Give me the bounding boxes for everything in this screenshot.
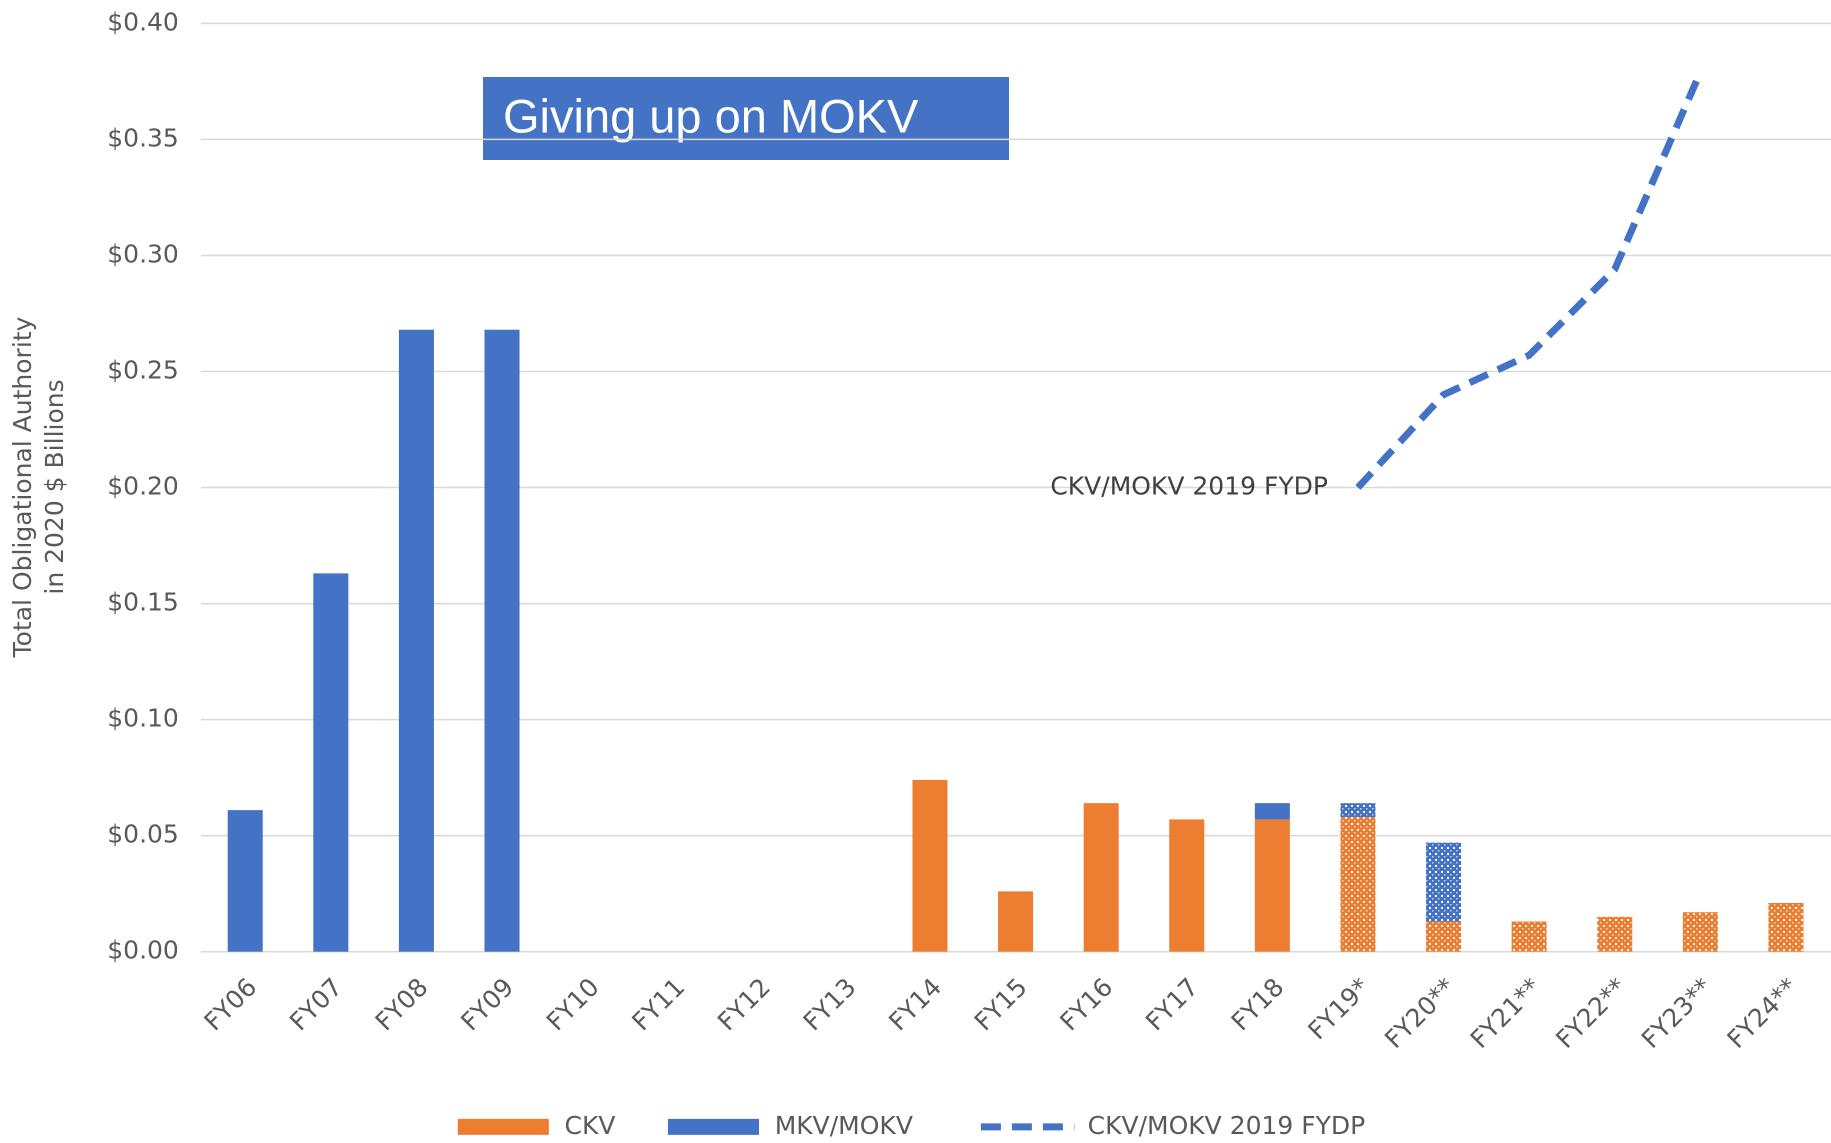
bar	[1254, 819, 1290, 952]
title-box	[483, 77, 1009, 160]
x-tick-label: FY06	[198, 972, 262, 1036]
x-tick-label: FY19*	[1302, 972, 1375, 1045]
y-tick-label: $0.05	[107, 820, 179, 849]
bar	[1682, 912, 1718, 952]
bar	[1426, 842, 1462, 922]
x-tick-label: FY13	[798, 972, 862, 1036]
bar	[1511, 921, 1547, 952]
x-tick-label: FY17	[1140, 972, 1204, 1036]
bar	[227, 810, 263, 952]
y-tick-label: $0.10	[107, 704, 179, 733]
y-axis-label: in 2020 $ Billions	[40, 379, 69, 594]
bar	[484, 329, 520, 952]
bar	[912, 779, 948, 952]
bar	[1340, 803, 1376, 818]
bar	[313, 573, 349, 952]
legend-label: CKV	[565, 1111, 616, 1140]
x-tick-label: FY09	[455, 972, 519, 1036]
bar	[1597, 916, 1633, 952]
x-tick-label: FY08	[370, 972, 434, 1036]
bar	[998, 891, 1034, 952]
x-tick-label: FY21**	[1465, 972, 1547, 1054]
x-tick-label: FY07	[284, 972, 348, 1036]
x-tick-label: FY14	[883, 972, 947, 1036]
bar	[398, 329, 434, 952]
x-tick-label: FY11	[626, 972, 690, 1036]
x-tick-label: FY18	[1226, 972, 1290, 1036]
y-tick-label: $0.00	[107, 936, 179, 965]
y-tick-label: $0.25	[107, 355, 179, 384]
legend-swatch	[667, 1118, 760, 1135]
x-tick-label: FY12	[712, 972, 776, 1036]
legend-label: CKV/MOKV 2019 FYDP	[1088, 1111, 1366, 1140]
bar	[1169, 819, 1205, 952]
x-tick-label: FY20**	[1379, 972, 1461, 1054]
bar	[1426, 921, 1462, 952]
bar	[1768, 902, 1804, 952]
x-tick-label: FY15	[969, 972, 1033, 1036]
x-tick-label: FY22**	[1550, 972, 1632, 1054]
annotation: CKV/MOKV 2019 FYDP	[1050, 472, 1328, 501]
y-tick-label: $0.40	[107, 7, 179, 36]
legend-swatch	[457, 1118, 549, 1135]
x-tick-label: FY10	[541, 972, 605, 1036]
x-tick-label: FY24**	[1721, 972, 1803, 1054]
y-tick-label: $0.20	[107, 472, 179, 501]
x-tick-label: FY16	[1054, 972, 1118, 1036]
y-tick-label: $0.30	[107, 239, 179, 268]
x-tick-label: FY23**	[1636, 972, 1718, 1054]
chart-title: Giving up on MOKV	[503, 89, 919, 142]
bar	[1254, 803, 1290, 820]
bar	[1083, 803, 1119, 952]
line	[1355, 70, 1704, 490]
y-tick-label: $0.35	[107, 123, 179, 152]
y-axis-label: Total Obligational Authority	[8, 316, 37, 658]
bar	[1340, 817, 1376, 952]
legend-label: MKV/MOKV	[775, 1111, 913, 1140]
y-tick-label: $0.15	[107, 588, 179, 617]
